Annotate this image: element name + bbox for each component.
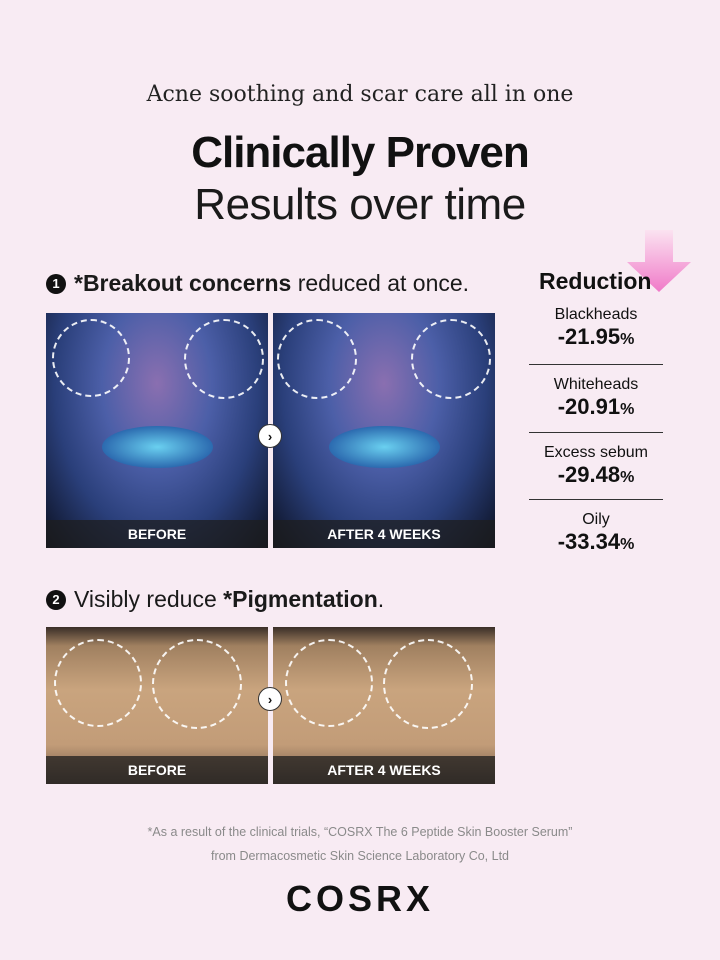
stat-excess-sebum: Excess sebum -29.48% bbox=[529, 444, 663, 488]
after-label: AFTER 4 WEEKS bbox=[273, 520, 495, 548]
stat-value: -33.34 bbox=[557, 529, 621, 554]
dashed-circle bbox=[277, 319, 357, 399]
divider bbox=[529, 432, 663, 433]
section2-lead: Visibly reduce bbox=[74, 586, 224, 612]
stat-unit: % bbox=[620, 401, 635, 418]
dashed-circle bbox=[54, 639, 142, 727]
dashed-circle bbox=[152, 639, 242, 729]
chevron-right-icon[interactable]: › bbox=[258, 687, 282, 711]
dashed-circle bbox=[52, 319, 130, 397]
footnote: *As a result of the clinical trials, “CO… bbox=[0, 820, 720, 868]
footnote-line: *As a result of the clinical trials, “CO… bbox=[147, 825, 573, 839]
stat-value: -29.48 bbox=[557, 462, 621, 487]
stat-whiteheads: Whiteheads -20.91% bbox=[529, 376, 663, 420]
section2-heading: 2 Visibly reduce *Pigmentation. bbox=[46, 586, 384, 613]
stat-oily: Oily -33.34% bbox=[529, 511, 663, 555]
before-photo-pigmentation: BEFORE bbox=[46, 627, 268, 784]
dashed-circle bbox=[411, 319, 491, 399]
section2-end: . bbox=[377, 586, 385, 612]
chevron-right-icon[interactable]: › bbox=[258, 424, 282, 448]
stat-unit: % bbox=[620, 469, 635, 486]
dashed-circle bbox=[383, 639, 473, 729]
stat-unit: % bbox=[620, 331, 635, 348]
step-number: 1 bbox=[46, 273, 66, 294]
stat-value: -20.91 bbox=[557, 394, 621, 419]
tagline: Acne soothing and scar care all in one bbox=[146, 82, 574, 107]
stat-value: -21.95 bbox=[557, 324, 621, 349]
dashed-circle bbox=[184, 319, 264, 399]
after-photo-pigmentation: AFTER 4 WEEKS bbox=[273, 627, 495, 784]
before-photo-breakout: BEFORE bbox=[46, 313, 268, 548]
stat-blackheads: Blackheads -21.95% bbox=[529, 306, 663, 350]
divider bbox=[529, 364, 663, 365]
after-photo-breakout: AFTER 4 WEEKS bbox=[273, 313, 495, 548]
dashed-circle bbox=[285, 639, 373, 727]
section1-rest: reduced at once. bbox=[291, 270, 470, 296]
reduction-title: Reduction bbox=[539, 268, 652, 294]
after-label: AFTER 4 WEEKS bbox=[273, 756, 495, 784]
stat-unit: % bbox=[620, 536, 635, 553]
brand-logo: COSRX bbox=[285, 878, 435, 919]
section2-bold: *Pigmentation bbox=[223, 586, 378, 612]
step-number: 2 bbox=[46, 589, 66, 610]
before-label: BEFORE bbox=[46, 756, 268, 784]
section1-heading: 1 *Breakout concerns reduced at once. bbox=[46, 270, 469, 297]
arrow-down-icon bbox=[627, 230, 691, 292]
before-label: BEFORE bbox=[46, 520, 268, 548]
section1-bold: *Breakout concerns bbox=[74, 270, 292, 296]
stat-name: Whiteheads bbox=[553, 376, 639, 393]
lips bbox=[328, 425, 440, 469]
lips bbox=[101, 425, 213, 469]
footnote-line: from Dermacosmetic Skin Science Laborato… bbox=[210, 849, 510, 863]
page-subtitle: Results over time bbox=[194, 180, 526, 229]
stat-name: Blackheads bbox=[554, 306, 638, 323]
stat-name: Oily bbox=[582, 511, 610, 528]
divider bbox=[529, 499, 663, 500]
stat-name: Excess sebum bbox=[543, 444, 649, 461]
page-title: Clinically Proven bbox=[191, 128, 530, 177]
